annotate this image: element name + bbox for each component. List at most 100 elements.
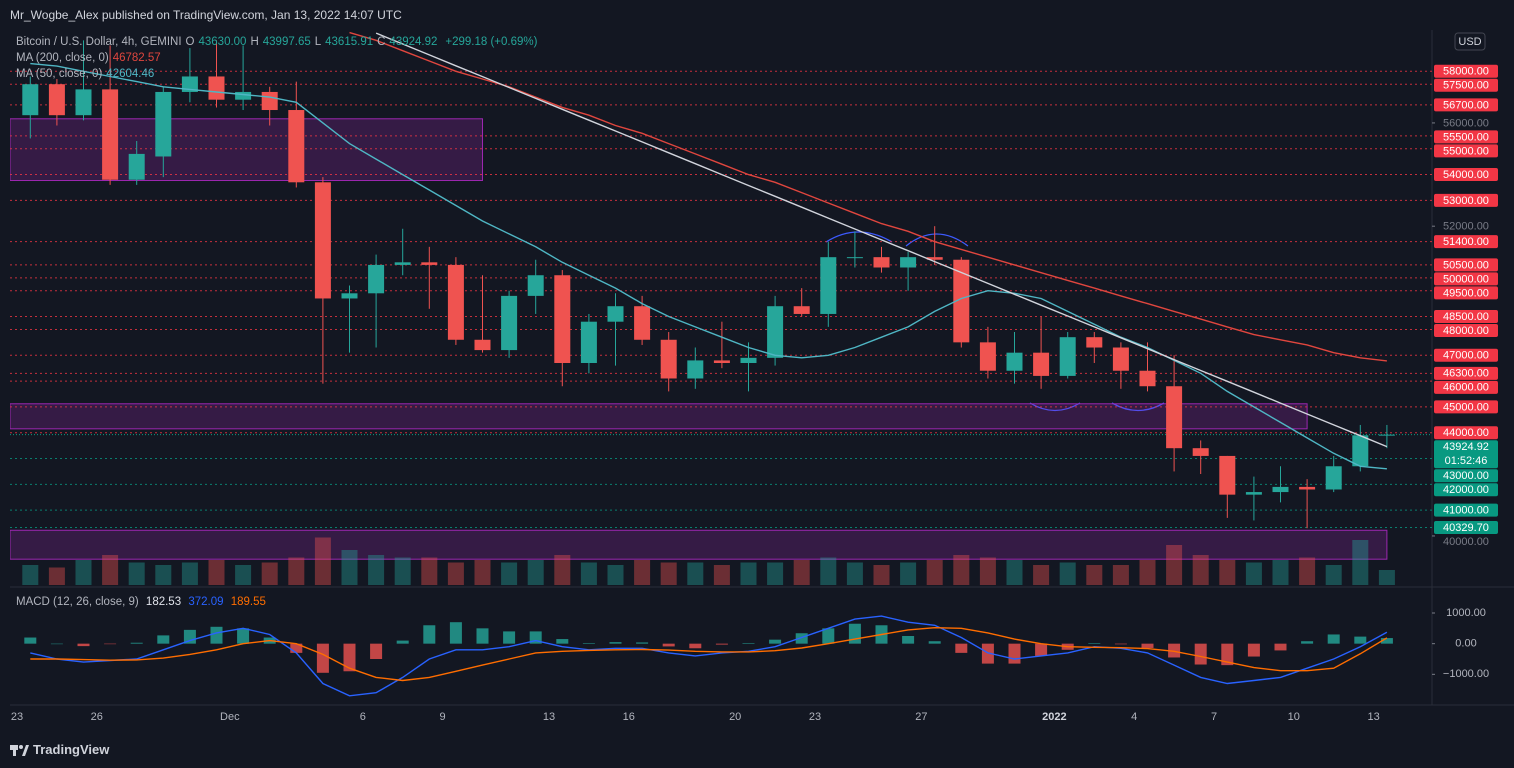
- candle-body: [820, 257, 837, 314]
- macd-histogram-bar: [1380, 638, 1393, 644]
- price-label-box: [1434, 483, 1498, 497]
- volume-bar: [368, 555, 385, 585]
- candle-body: [660, 339, 677, 379]
- macd-title: MACD (12, 26, close, 9): [16, 596, 139, 608]
- change: +299.18 (+0.69%): [445, 36, 538, 48]
- volume-bar: [208, 560, 225, 585]
- macd-histogram-bar: [902, 636, 915, 644]
- volume-bar: [740, 562, 757, 585]
- volume-bar: [314, 537, 331, 585]
- candle-body: [128, 153, 145, 180]
- price-label: 49500.00: [1443, 287, 1489, 299]
- volume-bar: [527, 560, 544, 585]
- macd-histogram-bar: [1114, 643, 1127, 645]
- price-label: 52000.00: [1443, 221, 1489, 233]
- macd-histogram-bar: [928, 641, 941, 644]
- candle-body: [314, 182, 331, 299]
- volume-bar: [979, 557, 996, 585]
- volume-bar: [953, 555, 970, 585]
- volume-bar: [607, 565, 624, 585]
- candle-body: [421, 262, 438, 265]
- volume-bar: [900, 562, 917, 585]
- ma-name: MA (50, close, 0): [16, 68, 103, 80]
- volume-bar: [1272, 560, 1289, 585]
- x-tick-label: 10: [1288, 711, 1300, 723]
- price-label: 44000.00: [1443, 427, 1489, 439]
- volume-bar: [634, 560, 651, 585]
- series-line: [349, 31, 1387, 362]
- ma-last: 46782.57: [112, 52, 161, 64]
- zone: [10, 118, 483, 181]
- volume-bar: [1166, 545, 1183, 585]
- macd-pane: [24, 615, 1393, 697]
- x-tick-label: 23: [809, 711, 821, 723]
- candle-body: [341, 293, 358, 299]
- volume-bar: [1006, 560, 1023, 585]
- x-tick-label: 20: [729, 711, 741, 723]
- macd-histogram-bar: [290, 643, 303, 653]
- ohlc-key: L: [314, 36, 322, 48]
- candle-body: [235, 91, 252, 100]
- ma-last: 42604.46: [106, 68, 155, 80]
- pattern-arc: [1029, 402, 1081, 412]
- pattern-arc: [825, 231, 893, 243]
- price-label: 48500.00: [1443, 311, 1489, 323]
- macd-histogram-bar: [423, 625, 436, 644]
- candle-body: [22, 84, 39, 116]
- candle-body: [767, 306, 784, 358]
- volume-bar: [793, 560, 810, 585]
- volume-bar: [261, 562, 278, 585]
- ma-name: MA (200, close, 0): [16, 52, 109, 64]
- macd-histogram-bar: [742, 643, 755, 644]
- price-label-box: [1434, 426, 1498, 440]
- volume-bar: [75, 560, 92, 585]
- macd-histogram-bar: [1008, 643, 1021, 664]
- macd-histogram-bar: [822, 628, 835, 644]
- zone: [10, 403, 1308, 430]
- volume-bar: [102, 555, 119, 585]
- currency-button[interactable]: [1454, 32, 1486, 51]
- ma-legend: MA (200, close, 0) 46782.57 MA (50, close,…: [16, 50, 541, 82]
- ohlc-value: 43630.00: [198, 36, 247, 48]
- macd-histogram-bar: [1354, 636, 1367, 644]
- macd-histogram-bar: [1088, 643, 1101, 644]
- ma-legend-row: MA (200, close, 0) 46782.57: [16, 50, 541, 66]
- volume-bar: [820, 557, 837, 585]
- price-label: 43924.92: [1443, 441, 1489, 453]
- price-label-box: [1434, 324, 1498, 338]
- macd-histogram-bar: [157, 635, 170, 644]
- volume-bar: [767, 562, 784, 585]
- macd-histogram-bar: [609, 642, 622, 644]
- candle-body: [102, 89, 119, 180]
- macd-tick-label: 1000.00: [1446, 607, 1486, 619]
- volume-bar: [1086, 565, 1103, 585]
- macd-histogram-bar: [1141, 643, 1154, 648]
- macd-histogram-bar: [1221, 643, 1234, 666]
- price-label-box: [1434, 348, 1498, 362]
- symbol-legend: Bitcoin / U.S. Dollar, 4h, GEMINI O 43630.…: [16, 34, 541, 50]
- candle-body: [288, 110, 305, 183]
- tv-logo: [10, 745, 29, 756]
- volume-bar: [341, 550, 358, 585]
- price-label-box: [1434, 98, 1498, 112]
- macd-histogram-bar: [1301, 641, 1314, 644]
- macd-histogram-bar: [556, 639, 569, 644]
- candle-body: [793, 306, 810, 314]
- x-tick-label: 6: [360, 711, 366, 723]
- macd-histogram-bar: [981, 643, 994, 664]
- price-label: 50500.00: [1443, 259, 1489, 271]
- candle-body: [501, 295, 518, 351]
- macd-histogram-bar: [237, 628, 250, 644]
- price-axis: 58000.00 57500.00 56700.00 56000.00 55500.00…: [1432, 64, 1498, 548]
- macd-histogram-bar: [662, 643, 675, 647]
- signal-line: [30, 626, 1388, 682]
- candle-body: [1352, 435, 1369, 467]
- price-label-box: [1434, 286, 1498, 300]
- price-label: 54000.00: [1443, 169, 1489, 181]
- candle-body: [527, 275, 544, 296]
- currency-label: USD: [1458, 36, 1481, 48]
- x-tick-label: 7: [1211, 711, 1217, 723]
- price-label-box: [1434, 469, 1498, 483]
- price-label: 56700.00: [1443, 99, 1489, 111]
- candle-body: [846, 257, 863, 259]
